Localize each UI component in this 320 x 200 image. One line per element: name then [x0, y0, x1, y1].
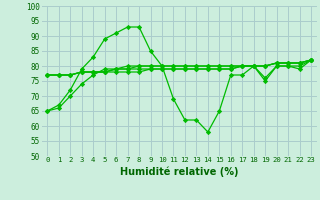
- X-axis label: Humidité relative (%): Humidité relative (%): [120, 166, 238, 177]
